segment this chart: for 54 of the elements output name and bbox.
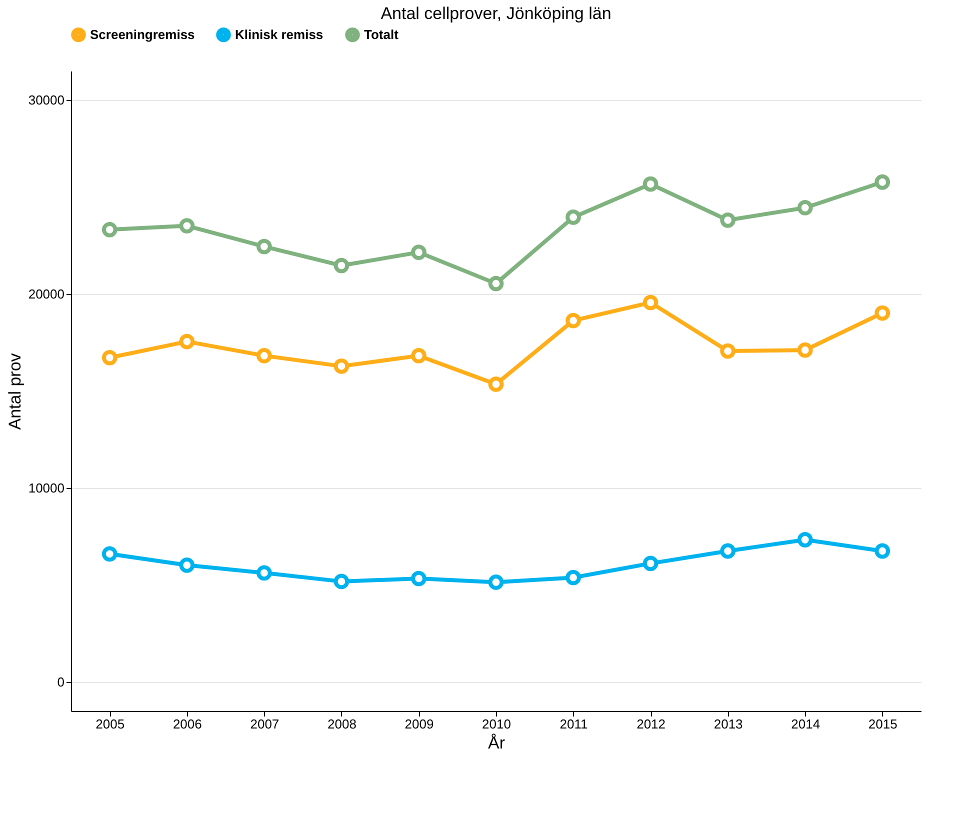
- point: [797, 342, 813, 358]
- point: [566, 210, 581, 225]
- y-tick-label: 10000: [28, 480, 64, 496]
- point: [720, 212, 736, 228]
- point: [797, 532, 813, 548]
- point: [642, 176, 658, 192]
- x-tick-label: 2008: [327, 716, 356, 732]
- x-tick-label: 2007: [250, 716, 280, 732]
- point: [566, 312, 581, 328]
- point: [411, 348, 426, 364]
- point: [642, 294, 658, 310]
- x-tick-label: 2011: [560, 716, 588, 732]
- point: [179, 218, 195, 234]
- point: [334, 358, 350, 374]
- y-axis-title: Antal prov: [5, 352, 24, 430]
- x-axis-title: År: [488, 734, 506, 752]
- chart-title: Antal cellprover, Jönköping län: [380, 4, 612, 23]
- point: [411, 244, 426, 260]
- point: [642, 556, 658, 572]
- y-tick-label: 30000: [28, 92, 64, 108]
- point: [720, 343, 736, 359]
- x-tick-label: 2014: [791, 716, 820, 732]
- point: [256, 238, 272, 254]
- x-tick-label: 2005: [96, 716, 125, 732]
- y-tick-label: 20000: [28, 286, 64, 302]
- x-tick-label: 2010: [482, 716, 511, 732]
- point: [179, 334, 195, 350]
- legend-label: Totalt: [364, 26, 400, 42]
- point: [411, 570, 426, 586]
- x-tick-label: 2009: [404, 716, 434, 732]
- x-tick-label: 2015: [868, 716, 898, 732]
- legend-label: Screeningremiss: [90, 26, 195, 42]
- point: [334, 258, 350, 274]
- point: [874, 174, 890, 190]
- point: [488, 376, 504, 392]
- point: [874, 305, 890, 321]
- x-tick-label: 2012: [636, 716, 666, 732]
- point: [797, 200, 813, 216]
- x-tick-label: 2013: [714, 716, 743, 732]
- point: [334, 574, 350, 590]
- point: [720, 543, 736, 559]
- y-tick-label: 0: [57, 674, 64, 690]
- x-tick-label: 2006: [172, 716, 202, 732]
- point: [488, 574, 504, 590]
- point: [102, 546, 118, 562]
- point: [874, 543, 890, 559]
- point: [488, 276, 504, 292]
- legend-label: Klinisk remiss: [235, 26, 324, 42]
- point: [566, 570, 581, 586]
- point: [256, 348, 272, 364]
- point: [102, 350, 118, 366]
- point: [179, 557, 195, 573]
- point: [256, 565, 272, 581]
- point: [102, 222, 118, 238]
